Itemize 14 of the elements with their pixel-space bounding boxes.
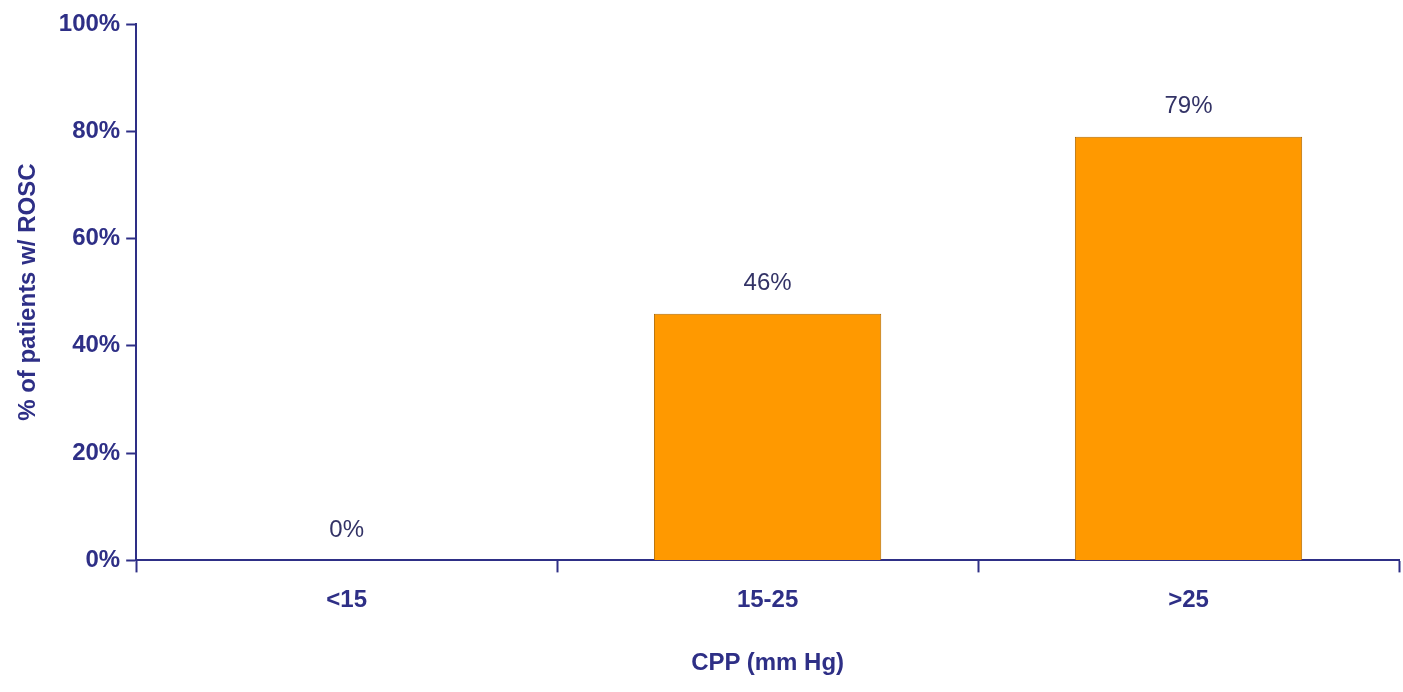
y-tick-label: 0% — [85, 545, 121, 573]
y-tick-label: 20% — [72, 437, 121, 465]
y-tick-label: 80% — [72, 115, 121, 143]
x-tick-label: 15-25 — [736, 585, 799, 613]
y-tick-label: 100% — [58, 8, 121, 36]
x-tick-label: >25 — [1168, 585, 1209, 613]
y-tick-label: 60% — [72, 223, 121, 251]
data-label: 46% — [743, 268, 792, 296]
data-label: 79% — [1164, 91, 1213, 119]
x-axis-title: CPP (mm Hg) — [691, 648, 845, 676]
y-axis-title: % of patients w/ ROSC — [13, 163, 41, 421]
x-tick-label: <15 — [326, 585, 368, 613]
y-tick-label: 40% — [72, 330, 121, 358]
data-label: 0% — [329, 515, 364, 543]
